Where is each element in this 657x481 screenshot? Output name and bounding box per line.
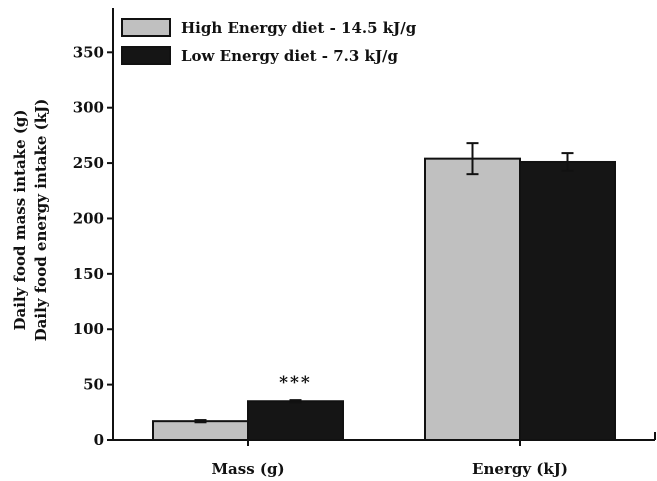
- y-axis-title-1: Daily food energy intake (kJ): [32, 99, 50, 342]
- error-bar-1-0: [289, 399, 302, 404]
- legend-item-1: Low Energy diet - 7.3 kJ/g: [121, 46, 399, 65]
- category-label-1: Energy (kJ): [472, 460, 568, 478]
- y-axis-ticks: 0 50 100 150 200 250 300 350: [73, 43, 113, 449]
- bars-group: [152, 157, 616, 442]
- y-tick-label: 300: [73, 99, 104, 117]
- y-tick-label: 0: [94, 431, 104, 449]
- legend-label: Low Energy diet - 7.3 kJ/g: [181, 47, 399, 65]
- error-bar-0-0: [194, 419, 207, 424]
- annotations-group: ***: [279, 373, 312, 393]
- legend-swatch: [121, 46, 171, 65]
- legend: High Energy diet - 14.5 kJ/g Low Energy d…: [121, 18, 417, 65]
- category-labels: Mass (g) Energy (kJ): [211, 440, 568, 478]
- plot-frame: [112, 8, 656, 441]
- bar-1-1: [519, 160, 616, 441]
- y-tick-label: 200: [73, 209, 104, 227]
- y-tick-label: 100: [73, 320, 104, 338]
- legend-item-0: High Energy diet - 14.5 kJ/g: [121, 18, 417, 37]
- y-axis-labels: Daily food mass intake (g) Daily food ene…: [11, 99, 50, 342]
- significance-annotation: ***: [279, 373, 312, 393]
- error-bar-0-1: [466, 142, 479, 176]
- y-tick-label: 250: [73, 154, 104, 172]
- bar-1-0: [247, 400, 344, 442]
- bar-0-1: [424, 157, 521, 441]
- category-label-0: Mass (g): [211, 460, 284, 478]
- error-bars-group: [194, 142, 574, 424]
- y-tick-label: 350: [73, 43, 104, 61]
- error-bar-1-1: [561, 152, 574, 172]
- legend-label: High Energy diet - 14.5 kJ/g: [181, 19, 417, 37]
- y-tick-label: 150: [73, 265, 104, 283]
- y-tick-label: 50: [83, 376, 104, 394]
- legend-swatch: [121, 18, 171, 37]
- bar-0-0: [152, 420, 249, 441]
- y-axis-title-0: Daily food mass intake (g): [11, 109, 29, 330]
